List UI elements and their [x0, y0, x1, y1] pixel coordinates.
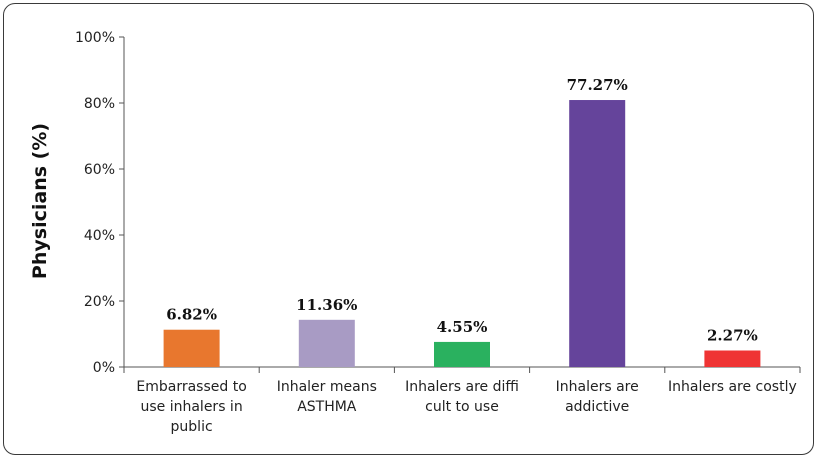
y-tick-label: 60%	[84, 162, 115, 178]
y-axis-title: Physicians (%)	[29, 123, 51, 279]
data-label: 11.36%	[296, 296, 357, 314]
data-label: 4.55%	[437, 318, 488, 336]
y-tick-label: 40%	[84, 228, 115, 244]
bar	[704, 350, 761, 367]
data-label: 6.82%	[166, 306, 217, 324]
y-tick-label: 20%	[84, 294, 115, 310]
chart-frame	[3, 3, 814, 455]
data-label: 2.27%	[707, 327, 758, 345]
category-label: Inhalers are costly	[668, 379, 797, 395]
x-axis	[123, 366, 801, 373]
category-label: Inhaler means ASTHMA	[277, 379, 377, 415]
category-labels: Embarrassed to use inhalers in public Inhal…	[136, 379, 796, 435]
category-label: Inhalers are addictive	[556, 379, 639, 415]
bars	[163, 100, 761, 367]
y-axis: 0% 20% 40% 60% 80% 100%	[75, 30, 125, 376]
category-label: Embarrassed to use inhalers in public	[136, 379, 246, 435]
bar	[569, 100, 626, 367]
data-label: 77.27%	[567, 76, 628, 94]
category-label: Inhalers are diffi cult to use	[405, 379, 519, 415]
y-tick-label: 100%	[75, 30, 115, 46]
y-tick-label: 80%	[84, 96, 115, 112]
bar	[163, 329, 220, 367]
data-labels: 6.82% 11.36% 4.55% 77.27% 2.27%	[166, 76, 758, 344]
bar	[434, 341, 490, 367]
y-tick-label: 0%	[93, 360, 115, 376]
bar	[298, 319, 355, 367]
